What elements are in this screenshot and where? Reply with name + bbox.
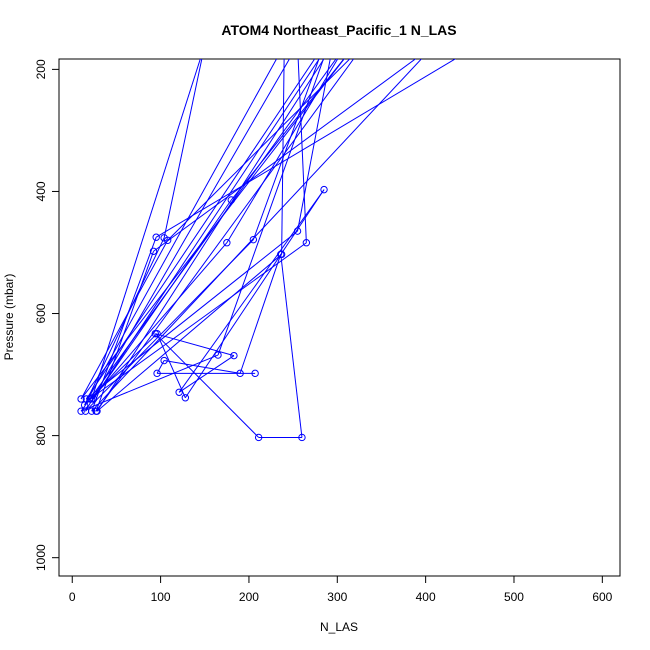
series-segment	[91, 59, 201, 400]
series-segment	[217, 59, 324, 356]
data-point	[152, 233, 160, 241]
series-segment	[281, 59, 285, 255]
series-segment	[156, 360, 165, 374]
x-tick-label: 200	[239, 590, 259, 604]
data-point	[151, 329, 159, 338]
series-segment	[89, 242, 307, 400]
data-point	[249, 235, 258, 244]
x-tick-label: 100	[151, 590, 171, 604]
x-tick-label: 600	[592, 590, 612, 604]
series-segment	[164, 360, 241, 374]
y-tick-label: 600	[34, 303, 48, 323]
data-point	[181, 394, 190, 402]
data-point	[230, 351, 238, 360]
series-segment	[155, 59, 457, 238]
data-point	[277, 250, 285, 259]
series-segment	[80, 354, 219, 412]
series-segment	[80, 240, 169, 400]
series-segment	[85, 59, 316, 400]
series-segment	[95, 251, 155, 412]
data-point	[302, 239, 311, 247]
plot-frame	[58, 58, 621, 577]
data-point	[81, 407, 90, 415]
series-segment	[84, 59, 278, 406]
data-point	[236, 369, 244, 378]
data-point	[175, 388, 183, 396]
x-tick-label: 500	[504, 590, 524, 604]
series-segment	[89, 333, 158, 400]
series-segment	[155, 333, 235, 357]
data-point	[86, 395, 94, 403]
data-point	[160, 234, 168, 242]
data-point	[77, 407, 85, 415]
data-point	[320, 185, 328, 194]
data-point	[153, 369, 161, 378]
series-segment	[96, 253, 282, 412]
data-point	[251, 369, 259, 378]
data-point	[293, 227, 302, 235]
series-segment	[226, 59, 339, 243]
series-segment	[80, 59, 337, 412]
y-axis: 200 400 600 800 1000	[34, 59, 60, 571]
series-segment	[95, 59, 355, 412]
x-tick-label: 300	[327, 590, 347, 604]
series-segment	[96, 59, 325, 412]
y-tick-label: 200	[34, 59, 48, 79]
data-point	[227, 196, 235, 204]
series-segment	[252, 59, 320, 240]
data-point	[298, 433, 306, 442]
data-point	[214, 351, 222, 359]
series-segment	[184, 189, 325, 399]
x-axis-label: N_LAS	[320, 620, 358, 634]
x-axis: 0 100 200 300 400 500 600	[69, 575, 613, 604]
data-point	[223, 239, 231, 247]
series-segment	[167, 59, 351, 241]
y-axis-label: Pressure (mbar)	[2, 274, 16, 361]
series-segment	[84, 237, 165, 406]
data-point	[93, 407, 101, 415]
series-segment	[91, 242, 228, 400]
data-point	[160, 356, 168, 365]
series-segment	[85, 59, 290, 412]
series-segment	[153, 59, 417, 252]
y-tick-label: 1000	[34, 544, 48, 571]
series-segment	[239, 254, 282, 374]
data-point	[77, 395, 85, 403]
series-segment	[154, 333, 260, 438]
series-segment	[85, 239, 254, 412]
chart-title: ATOM4 Northeast_Pacific_1 N_LAS	[221, 22, 456, 38]
series-segment	[86, 230, 298, 400]
series-segment	[230, 59, 345, 201]
data-point	[82, 395, 91, 403]
series-segment	[91, 237, 157, 412]
data-point	[254, 433, 263, 442]
y-tick-label: 800	[34, 425, 48, 445]
series-segment	[156, 333, 186, 398]
x-tick-label: 400	[416, 590, 436, 604]
x-tick-label: 0	[69, 590, 76, 604]
series-segment	[178, 189, 325, 393]
series-segment	[178, 355, 235, 393]
y-tick-label: 400	[34, 181, 48, 201]
series-segment	[163, 59, 203, 238]
data-point	[149, 247, 158, 255]
series-segment	[297, 59, 331, 232]
series-segment	[280, 254, 303, 438]
data-layer	[77, 59, 457, 442]
series-segment	[297, 59, 307, 243]
